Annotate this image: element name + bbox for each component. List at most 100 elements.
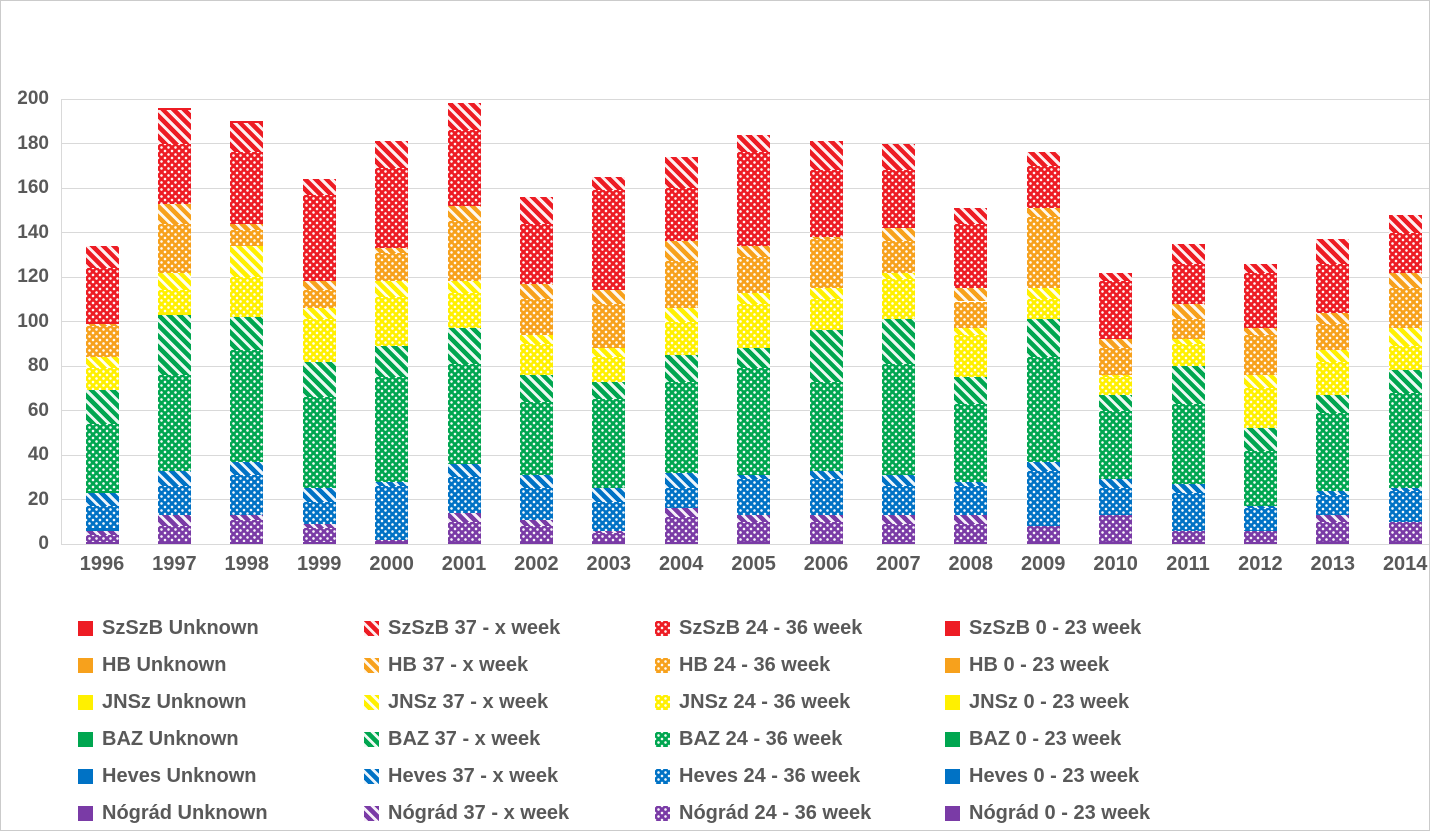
bar-segment-baz-w2436 [157,374,191,471]
bar-segment-hb-w37x [1243,328,1277,335]
gridline [61,98,1429,100]
bar-segment-szszb-w37x [592,176,626,191]
legend-label: Nógrád 24 - 36 week [679,801,872,824]
bar-segment-nograd-w023 [1099,541,1133,544]
bar-segment-hb-w37x [954,288,988,302]
bar-segment-szszb-w2436 [1099,281,1133,340]
bar-segment-hb-w2436 [1388,288,1422,329]
y-axis-label: 120 [17,266,49,287]
legend-swatch-icon [364,657,379,673]
x-axis-label: 2005 [731,553,776,575]
legend-swatch-icon [655,805,670,821]
legend-item-szszb-w37x: SzSzB 37 - x week [364,613,560,643]
bar-segment-jnsz-w37x [592,348,626,358]
bar-2001 [447,99,481,544]
legend-label: SzSzB 37 - x week [388,616,561,639]
legend-item-szszb-w2436: SzSzB 24 - 36 week [655,613,862,643]
y-axis-label: 180 [17,132,49,154]
bar-segment-baz-w2436 [1243,450,1277,507]
gridline [61,543,1429,545]
legend-label: JNSz 24 - 36 week [679,690,851,713]
bar-segment-szszb-w37x [737,134,771,153]
y-axis-label: 160 [17,177,49,198]
bar-segment-szszb-w2436 [157,143,191,204]
bar-segment-baz-w2436 [664,381,698,473]
bar-segment-jnsz-w37x [664,308,698,322]
bar-segment-jnsz-w37x [737,292,771,304]
legend-swatch-icon [945,805,960,821]
bar-segment-szszb-w2436 [1026,165,1060,209]
bar-segment-szszb-w2436 [1171,263,1205,304]
bar-2010 [1099,99,1133,544]
bar-segment-jnsz-w2436 [809,299,843,331]
bar-segment-nograd-w37x [1316,515,1350,522]
bar-segment-hb-w2436 [1243,334,1277,375]
bar-segment-heves-w2436 [1243,508,1277,531]
x-axis-label: 2008 [948,553,994,575]
bar-segment-nograd-w023 [375,541,409,544]
bar-segment-heves-w37x [85,492,119,507]
legend-label: Heves 24 - 36 week [679,764,861,787]
bar-2007 [881,99,915,544]
bar-segment-nograd-w023 [1388,541,1422,544]
bar-segment-heves-w37x [1243,506,1277,509]
bar-segment-nograd-w37x [664,508,698,518]
legend-item-nograd-w2436: Nógrád 24 - 36 week [655,798,871,828]
bar-segment-jnsz-w2436 [230,277,264,318]
legend-item-heves-w2436: Heves 24 - 36 week [655,761,860,791]
bar-segment-heves-w2436 [954,486,988,516]
bar-segment-szszb-w2436 [954,223,988,289]
bar-segment-hb-w37x [592,290,626,304]
legend-item-jnsz-w2436: JNSz 24 - 36 week [655,687,850,717]
bar-segment-szszb-w37x [447,103,481,131]
bar-segment-heves-w37x [737,475,771,480]
bar-segment-heves-w2436 [881,486,915,516]
bar-segment-nograd-w023 [737,541,771,544]
bar-segment-jnsz-w2436 [664,321,698,355]
bar-segment-heves-w2436 [737,479,771,516]
y-axis-line [61,99,62,545]
legend-swatch-icon [364,768,379,784]
bar-1998 [230,99,264,544]
bar-segment-jnsz-w2436 [1099,377,1133,395]
legend-item-baz-w37x: BAZ 37 - x week [364,724,540,754]
bar-segment-jnsz-w023 [157,312,191,315]
bar-2012 [1243,99,1277,544]
bar-segment-heves-w37x [954,481,988,487]
bar-segment-hb-w2436 [375,252,409,282]
bar-segment-heves-w37x [1026,461,1060,471]
bar-segment-nograd-w023 [809,541,843,544]
bar-segment-szszb-w2436 [809,170,843,237]
bar-segment-jnsz-w37x [157,272,191,291]
bar-segment-nograd-w2436 [302,528,336,542]
legend-label: JNSz 37 - x week [388,690,549,713]
bar-segment-heves-w2436 [230,475,264,516]
x-axis-label: 2007 [876,553,921,575]
x-axis-label: 1996 [79,553,125,575]
bar-segment-hb-w37x [519,283,553,300]
bar-segment-nograd-w2436 [954,523,988,542]
bar-segment-hb-w2436 [302,290,336,309]
bar-segment-szszb-w2436 [85,268,119,322]
bar-segment-nograd-w023 [1316,541,1350,544]
bar-segment-jnsz-w2436 [1171,343,1205,366]
bar-segment-hb-w2436 [519,299,553,335]
bar-segment-jnsz-w37x [1026,288,1060,300]
bar-segment-heves-w37x [519,475,553,489]
legend-swatch-icon [78,805,93,821]
bar-segment-nograd-w2436 [447,521,481,542]
bar-segment-baz-w2436 [302,397,336,489]
bar-segment-jnsz-w37x [519,334,553,344]
bar-1996 [85,99,119,544]
x-axis-label: 2006 [803,553,849,575]
bar-segment-jnsz-w37x [1171,339,1205,344]
bar-segment-jnsz-w2436 [302,319,336,362]
legend-swatch-icon [78,657,93,673]
bar-segment-hb-w37x [1388,272,1422,289]
bar-segment-baz-w2436 [1388,392,1422,489]
bar-segment-baz-w37x [881,319,915,364]
bar-segment-nograd-w023 [85,541,119,544]
bar-segment-szszb-w2436 [592,190,626,291]
bar-segment-nograd-w2436 [1026,526,1060,542]
